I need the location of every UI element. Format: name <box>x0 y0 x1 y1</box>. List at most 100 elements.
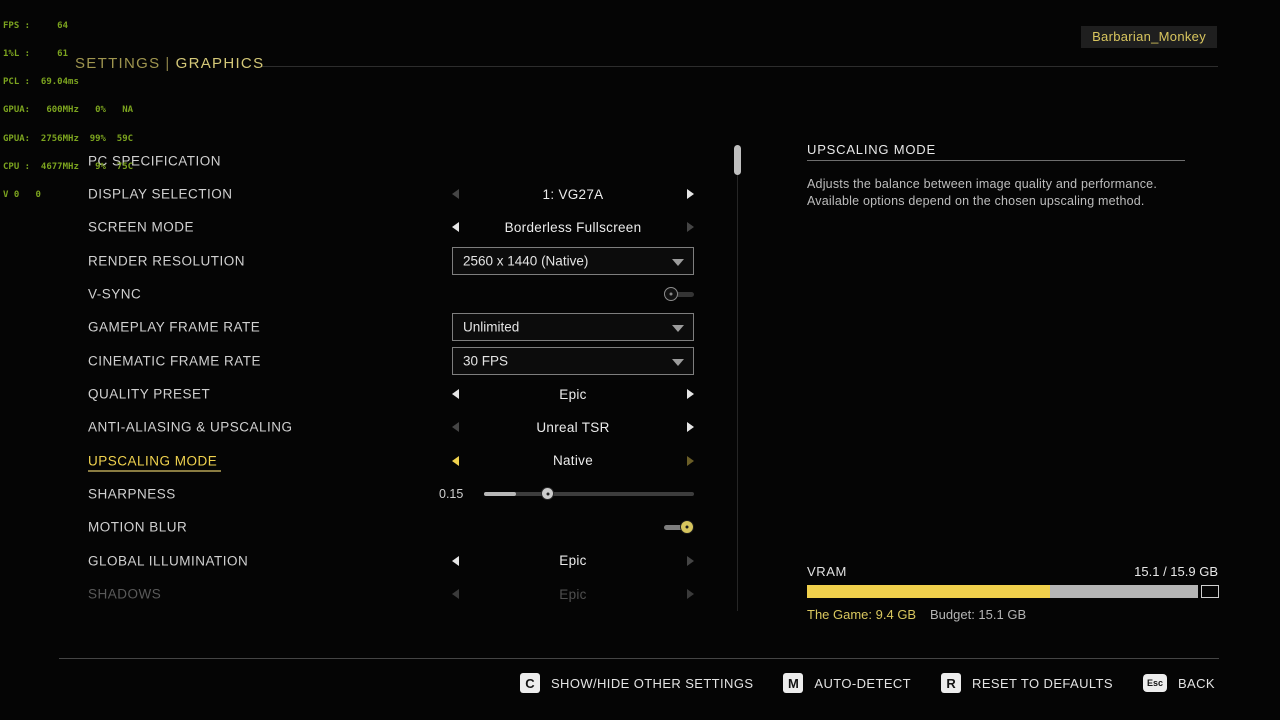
stepper-value: Native <box>552 453 594 469</box>
hotkey-back[interactable]: Esc BACK <box>1142 674 1215 692</box>
setting-row-upscaling-mode[interactable]: UPSCALING MODE Native <box>88 444 694 477</box>
slider-track <box>484 492 694 497</box>
v-sync-toggle[interactable] <box>664 287 694 302</box>
setting-label: SHARPNESS <box>88 486 176 502</box>
header-divider <box>262 66 1218 67</box>
perf-line-gpu-b: GPUA: 2756MHz 99% 59C <box>3 133 134 144</box>
page-title-section: SETTINGS <box>75 55 161 72</box>
stepper-left-arrow-icon[interactable] <box>452 455 459 466</box>
page-title: SETTINGS | GRAPHICS <box>75 55 264 72</box>
perf-line-gpu-a: GPUA: 600MHz 0% NA <box>3 105 134 116</box>
vram-usage-value: 15.1 / 15.9 GB <box>1134 564 1218 579</box>
vram-bar-game-segment <box>807 585 1051 598</box>
dropdown-value: 30 FPS <box>463 353 509 369</box>
slider-fill <box>484 492 516 497</box>
setting-label: CINEMATIC FRAME RATE <box>88 353 262 369</box>
stepper-value: 1: VG27A <box>542 186 604 202</box>
hotkey-label: AUTO-DETECT <box>814 675 912 691</box>
keycap-esc: Esc <box>1142 674 1167 692</box>
setting-row-shadows[interactable]: SHADOWS Epic <box>88 577 694 610</box>
perf-line-vram: V 0 0 <box>3 190 41 201</box>
settings-list: PC SPECIFICATION DISPLAY SELECTION 1: VG… <box>88 144 694 611</box>
stepper-left-arrow-icon[interactable] <box>452 389 459 400</box>
toggle-knob <box>664 287 678 302</box>
page-title-page: GRAPHICS <box>175 55 265 72</box>
setting-row-screen-mode[interactable]: SCREEN MODE Borderless Fullscreen <box>88 211 694 244</box>
perf-line-cpu: CPU : 4677MHz 9% 75C <box>3 161 134 172</box>
quality-preset-stepper: Epic <box>452 384 694 404</box>
setting-label: PC SPECIFICATION <box>88 153 222 169</box>
stepper-right-arrow-icon[interactable] <box>687 189 694 200</box>
sharpness-control: 0.15 <box>439 486 694 502</box>
hotkey-auto-detect[interactable]: M AUTO-DETECT <box>783 673 911 693</box>
stepper-left-arrow-icon[interactable] <box>452 555 459 566</box>
hotkey-show-hide-other-settings[interactable]: C SHOW/HIDE OTHER SETTINGS <box>519 673 753 693</box>
stepper-value: Unreal TSR <box>536 419 610 435</box>
stepper-left-arrow-icon[interactable] <box>452 589 459 600</box>
cinematic-frame-rate-dropdown[interactable]: 30 FPS <box>452 346 694 375</box>
vram-label: VRAM <box>807 564 847 579</box>
slider-handle-dot <box>546 492 549 496</box>
setting-row-anti-aliasing-upscaling[interactable]: ANTI-ALIASING & UPSCALING Unreal TSR <box>88 411 694 444</box>
dropdown-value: 2560 x 1440 (Native) <box>463 253 589 269</box>
info-panel-description: Adjusts the balance between image qualit… <box>807 177 1158 208</box>
setting-row-render-resolution[interactable]: RENDER RESOLUTION 2560 x 1440 (Native) <box>88 244 694 277</box>
keycap-c: C <box>519 673 540 693</box>
setting-row-display-selection[interactable]: DISPLAY SELECTION 1: VG27A <box>88 177 694 210</box>
setting-row-gameplay-frame-rate[interactable]: GAMEPLAY FRAME RATE Unlimited <box>88 311 694 344</box>
global-illumination-stepper: Epic <box>452 551 694 571</box>
keycap-m: M <box>783 673 804 693</box>
setting-label: RENDER RESOLUTION <box>88 253 246 269</box>
stepper-value: Borderless Fullscreen <box>504 219 642 235</box>
setting-row-cinematic-frame-rate[interactable]: CINEMATIC FRAME RATE 30 FPS <box>88 344 694 377</box>
chevron-down-icon <box>672 358 684 366</box>
keycap-r: R <box>941 673 962 693</box>
setting-row-v-sync[interactable]: V-SYNC <box>88 277 694 310</box>
info-panel-title: UPSCALING MODE <box>807 142 936 157</box>
setting-label: GAMEPLAY FRAME RATE <box>88 319 261 335</box>
stepper-right-arrow-icon[interactable] <box>687 589 694 600</box>
dropdown-value: Unlimited <box>463 319 520 335</box>
shadows-stepper: Epic <box>452 584 694 604</box>
player-name-badge: Barbarian_Monkey <box>1081 26 1217 48</box>
setting-label: DISPLAY SELECTION <box>88 186 233 202</box>
stepper-value: Epic <box>559 586 587 602</box>
setting-row-global-illumination[interactable]: GLOBAL ILLUMINATION Epic <box>88 544 694 577</box>
motion-blur-toggle[interactable] <box>664 520 694 535</box>
hotkey-label: RESET TO DEFAULTS <box>972 675 1113 691</box>
setting-label: UPSCALING MODE <box>88 453 218 469</box>
stepper-right-arrow-icon[interactable] <box>687 455 694 466</box>
gameplay-frame-rate-dropdown[interactable]: Unlimited <box>452 313 694 342</box>
anti-aliasing-stepper: Unreal TSR <box>452 417 694 437</box>
setting-label: ANTI-ALIASING & UPSCALING <box>88 419 293 435</box>
display-selection-stepper: 1: VG27A <box>452 184 694 204</box>
setting-label: GLOBAL ILLUMINATION <box>88 553 249 569</box>
sharpness-slider[interactable] <box>484 486 694 502</box>
setting-row-pc-specification[interactable]: PC SPECIFICATION <box>88 144 694 177</box>
perf-line-fps: FPS : 64 <box>3 20 69 31</box>
perf-line-1pct-low: 1%L : 61 <box>3 49 69 60</box>
toggle-knob-dot <box>685 525 689 529</box>
stepper-right-arrow-icon[interactable] <box>687 422 694 433</box>
render-resolution-dropdown[interactable]: 2560 x 1440 (Native) <box>452 246 694 275</box>
setting-row-motion-blur[interactable]: MOTION BLUR <box>88 511 694 544</box>
vram-bar-free-segment <box>1201 585 1219 598</box>
stepper-right-arrow-icon[interactable] <box>687 555 694 566</box>
hotkey-reset-to-defaults[interactable]: R RESET TO DEFAULTS <box>941 673 1113 693</box>
slider-value: 0.15 <box>439 487 464 502</box>
scrollbar-thumb[interactable] <box>734 145 741 175</box>
stepper-right-arrow-icon[interactable] <box>687 389 694 400</box>
perf-line-pcl: PCL : 69.04ms <box>3 77 79 88</box>
scrollbar-track[interactable] <box>737 145 738 611</box>
setting-row-quality-preset[interactable]: QUALITY PRESET Epic <box>88 377 694 410</box>
slider-handle[interactable] <box>541 487 554 501</box>
stepper-right-arrow-icon[interactable] <box>687 222 694 233</box>
setting-label: V-SYNC <box>88 286 142 302</box>
setting-row-sharpness[interactable]: SHARPNESS 0.15 <box>88 477 694 510</box>
setting-label: MOTION BLUR <box>88 519 188 535</box>
stepper-left-arrow-icon[interactable] <box>452 189 459 200</box>
stepper-left-arrow-icon[interactable] <box>452 422 459 433</box>
stepper-value: Epic <box>559 553 587 569</box>
stepper-left-arrow-icon[interactable] <box>452 222 459 233</box>
toggle-track <box>673 292 694 298</box>
